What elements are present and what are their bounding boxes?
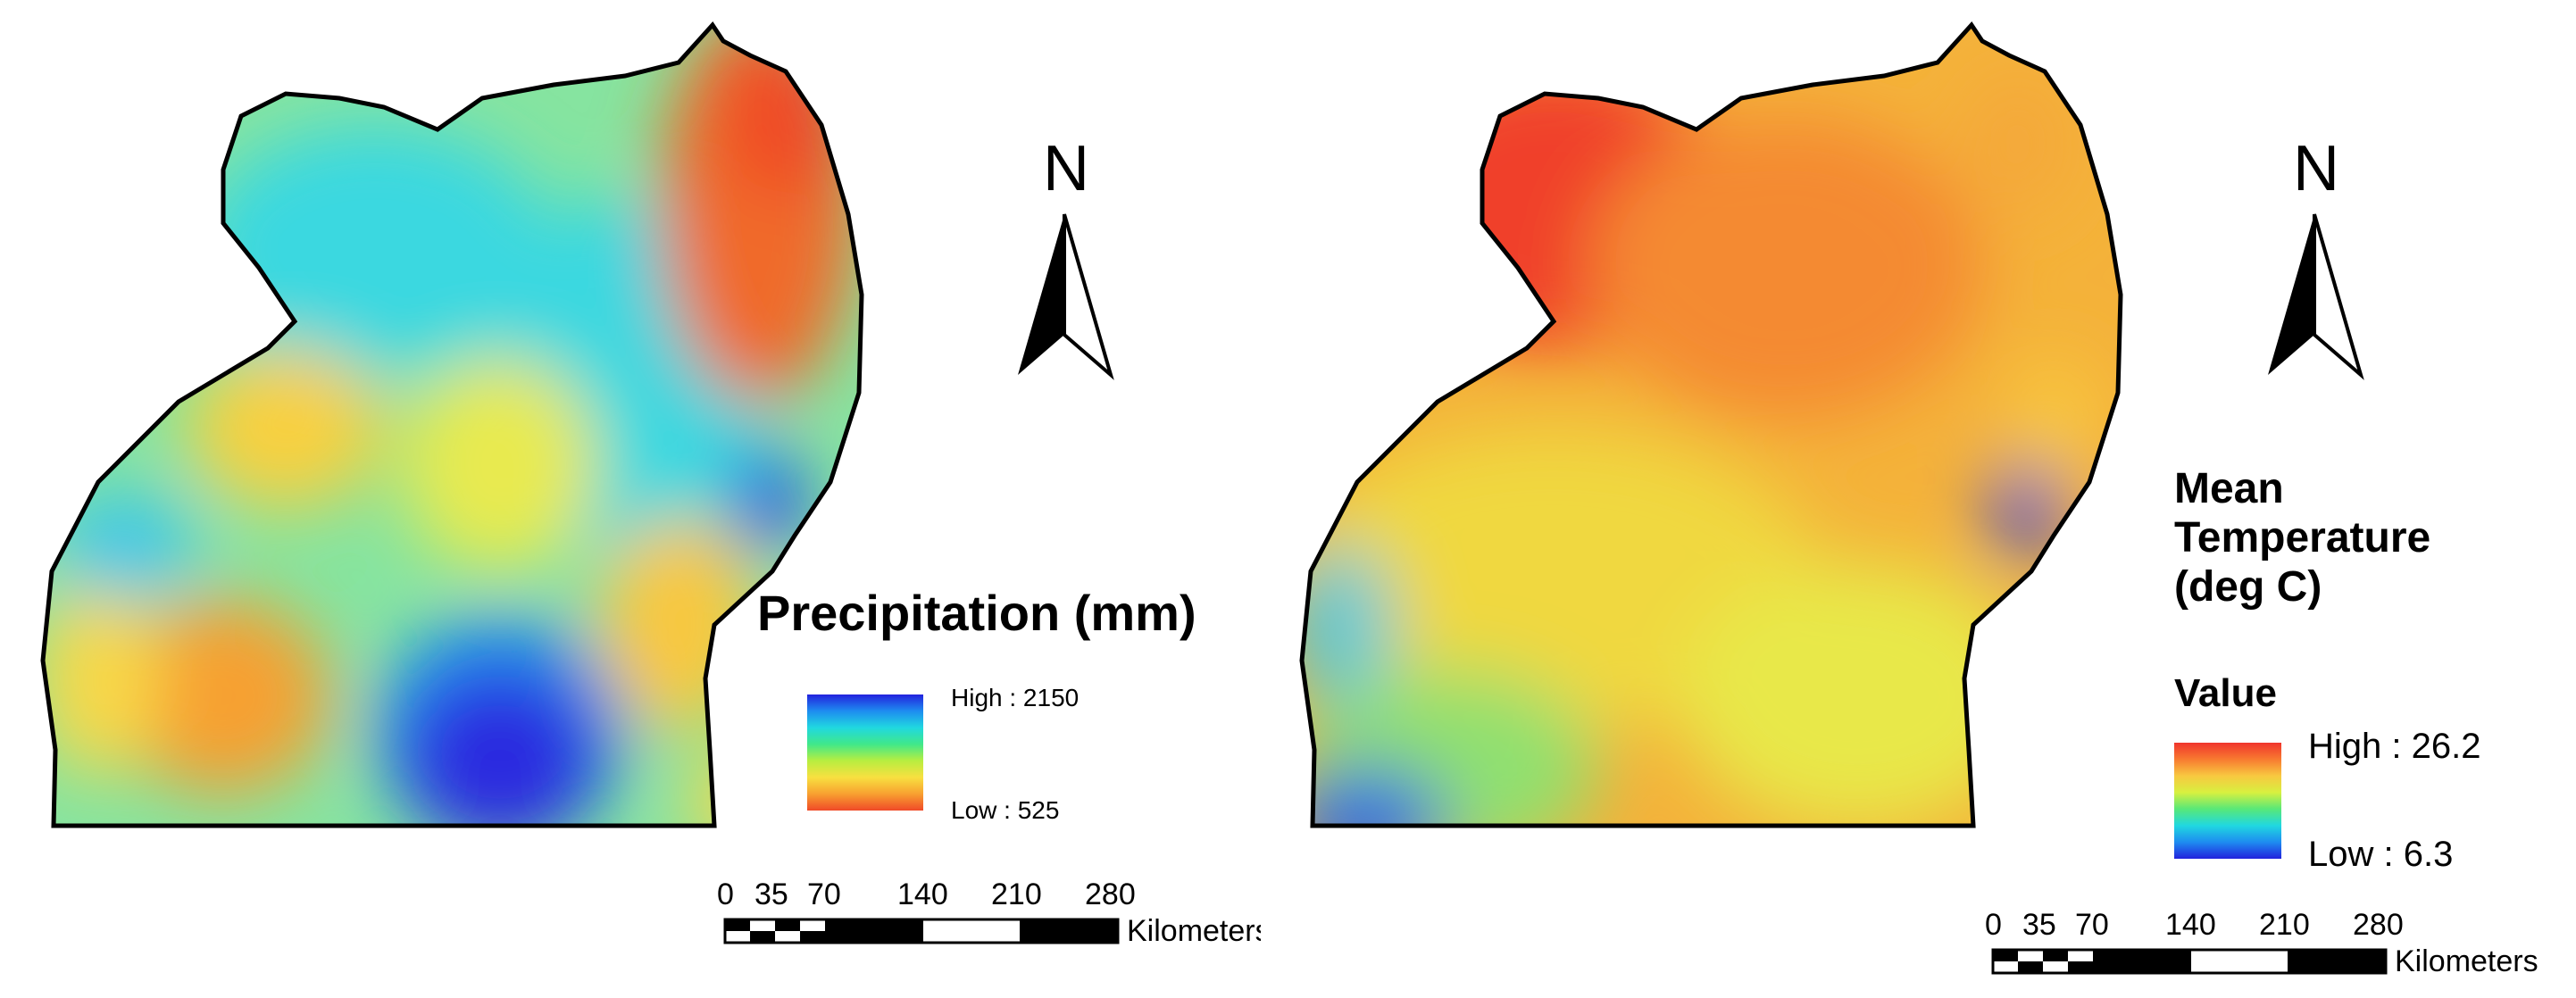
legend-title: Mean Temperature (deg C) — [2174, 464, 2430, 612]
precipitation-map-panel: N Precipitation (mm) High : 2150 Low : 5… — [0, 0, 1268, 998]
scale-units: Kilometers — [1127, 914, 1261, 948]
scale-tick: 280 — [2353, 908, 2404, 942]
scale-tick: 0 — [1985, 908, 2002, 942]
legend-low-label: Low : 525 — [951, 796, 1060, 824]
scale-bar — [723, 918, 1120, 944]
scale-tick: 280 — [1085, 877, 1136, 911]
scale-tick: 35 — [2022, 908, 2056, 942]
north-arrow-icon — [2268, 213, 2364, 380]
legend-subtitle: Value — [2174, 671, 2277, 715]
legend-title-line: Temperature — [2174, 514, 2431, 562]
scale-tick: 140 — [2165, 908, 2216, 942]
scale-tick: 35 — [754, 877, 788, 911]
scale-tick: 140 — [897, 877, 948, 911]
legend-color-ramp — [2174, 743, 2281, 859]
scale-bar — [1991, 948, 2388, 975]
legend-color-ramp — [807, 694, 923, 811]
scale-tick: 0 — [717, 877, 734, 911]
scale-tick: 210 — [991, 877, 1042, 911]
precipitation-raster — [43, 25, 862, 826]
precipitation-map — [0, 0, 1120, 944]
scale-tick: 70 — [807, 877, 841, 911]
legend-title-line: Mean — [2174, 465, 2284, 512]
temperature-map-panel: N Mean Temperature (deg C) Value High : … — [1286, 0, 2576, 998]
legend-title: Precipitation (mm) — [757, 585, 1196, 641]
north-label: N — [1043, 133, 1089, 204]
north-arrow-icon — [1018, 213, 1114, 380]
scale-units: Kilometers — [2395, 944, 2538, 978]
legend-high-label: High : 2150 — [951, 684, 1080, 711]
legend-high-label: High : 26.2 — [2308, 727, 2481, 766]
legend-title-line: (deg C) — [2174, 563, 2322, 611]
scale-tick: 70 — [2075, 908, 2109, 942]
legend-low-label: Low : 6.3 — [2308, 835, 2454, 874]
temperature-map — [1286, 0, 2388, 975]
north-label: N — [2293, 133, 2339, 204]
scale-tick: 210 — [2259, 908, 2310, 942]
